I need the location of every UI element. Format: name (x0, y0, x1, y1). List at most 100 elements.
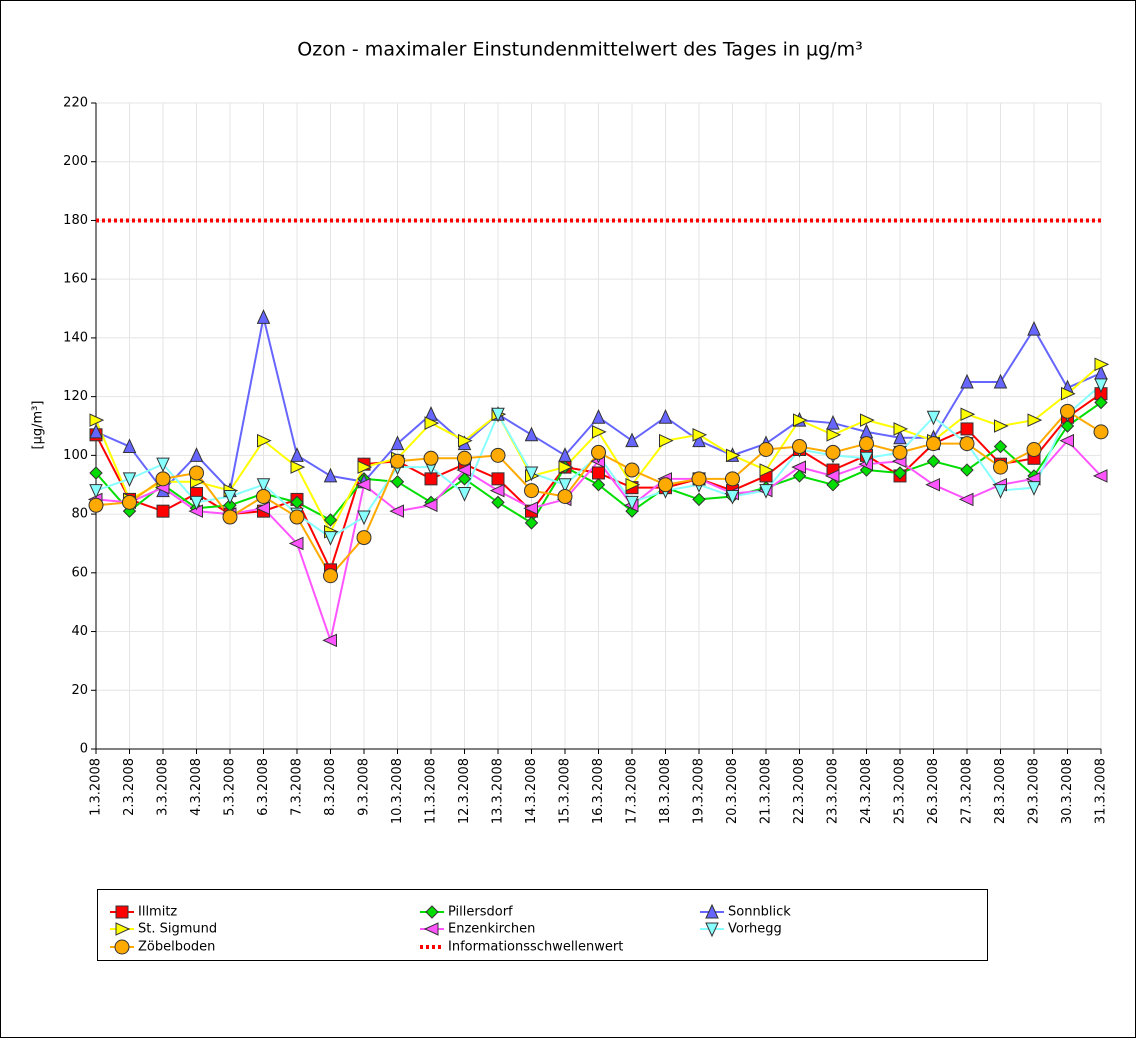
legend-marker (705, 903, 719, 919)
marker (993, 373, 1008, 389)
marker (792, 469, 807, 483)
marker (323, 467, 338, 483)
marker (357, 510, 371, 526)
x-tick-label: 28.3.2008 (993, 758, 1008, 824)
marker (1093, 424, 1109, 440)
marker (592, 466, 605, 480)
marker (390, 475, 405, 489)
y-tick-label: 100 (63, 448, 88, 463)
marker (257, 433, 272, 448)
legend-label: Sonnblick (728, 905, 791, 920)
x-tick-label: 14.3.2008 (524, 758, 539, 824)
marker (491, 472, 505, 486)
marker (524, 516, 539, 530)
marker (1027, 413, 1043, 427)
marker (491, 407, 505, 423)
marker (1060, 403, 1075, 419)
legend-marker (115, 922, 131, 936)
marker (423, 450, 439, 466)
marker (859, 436, 874, 452)
marker (893, 466, 907, 480)
x-tick-label: 30.3.2008 (1060, 758, 1075, 824)
marker (222, 509, 238, 525)
x-tick-label: 9.3.2008 (357, 758, 372, 816)
x-tick-label: 12.3.2008 (457, 758, 472, 824)
marker (826, 428, 842, 442)
marker (89, 466, 103, 480)
marker (189, 447, 204, 462)
marker (994, 419, 1009, 433)
marker (355, 477, 371, 492)
marker (960, 463, 974, 477)
x-tick-label: 23.3.2008 (826, 758, 841, 824)
marker (926, 454, 941, 468)
marker (1094, 357, 1110, 372)
legend-label: St. Sigmund (138, 922, 217, 937)
marker (122, 472, 137, 488)
marker (89, 423, 103, 439)
x-tick-label: 24.3.2008 (859, 758, 874, 824)
marker (824, 469, 840, 483)
marker (255, 501, 270, 515)
marker (1092, 469, 1108, 483)
marker (993, 459, 1008, 475)
marker (458, 433, 473, 448)
marker (122, 494, 137, 510)
y-tick-label: 200 (63, 154, 88, 169)
marker (256, 478, 271, 493)
marker (658, 477, 673, 493)
legend-marker (423, 922, 439, 936)
marker (725, 471, 740, 487)
marker (792, 439, 807, 455)
legend-label: Enzenkirchen (448, 922, 535, 937)
marker (691, 471, 707, 487)
y-tick-label: 160 (63, 272, 88, 287)
x-tick-label: 29.3.2008 (1027, 758, 1042, 824)
marker (624, 462, 640, 478)
marker (156, 504, 170, 518)
marker (223, 489, 237, 505)
marker (1094, 378, 1108, 394)
x-tick-label: 21.3.2008 (759, 758, 774, 824)
y-tick-label: 60 (71, 565, 88, 580)
legend-marker (114, 939, 130, 955)
marker (993, 484, 1008, 499)
x-tick-label: 16.3.2008 (591, 758, 606, 824)
marker (959, 436, 975, 452)
legend-marker (705, 922, 719, 938)
marker (726, 448, 741, 463)
marker (323, 568, 338, 584)
legend-label: Illmitz (138, 905, 177, 920)
marker (189, 495, 204, 511)
marker (591, 444, 606, 460)
marker (489, 483, 505, 498)
marker (725, 489, 740, 505)
marker (89, 413, 105, 427)
marker (692, 492, 706, 507)
marker (457, 487, 472, 502)
marker (826, 478, 840, 492)
marker (926, 436, 941, 452)
marker (290, 447, 304, 462)
x-tick-label: 1.3.2008 (89, 758, 104, 816)
x-tick-label: 4.3.2008 (189, 758, 204, 816)
marker (323, 531, 338, 546)
marker (288, 536, 304, 551)
marker (592, 425, 607, 439)
marker (323, 513, 338, 527)
marker (1027, 320, 1041, 336)
marker (692, 428, 708, 442)
x-tick-label: 25.3.2008 (893, 758, 908, 824)
marker (860, 413, 875, 427)
x-tick-label: 11.3.2008 (424, 758, 439, 824)
marker (390, 435, 405, 451)
marker (925, 477, 940, 492)
x-tick-label: 8.3.2008 (323, 758, 338, 816)
marker (557, 488, 573, 504)
x-tick-label: 20.3.2008 (725, 758, 740, 824)
y-tick-label: 0 (80, 742, 88, 757)
marker (1094, 395, 1108, 410)
marker (759, 484, 773, 499)
y-axis-label: [µg/m³] (31, 401, 46, 450)
